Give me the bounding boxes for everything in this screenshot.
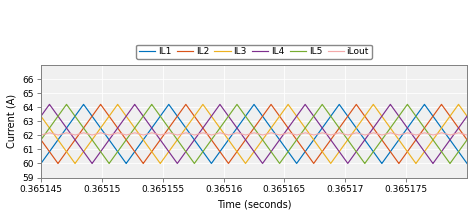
IL5 [309,118,315,120]
IL4 [430,162,436,165]
IL5 [464,138,470,141]
IL3 [192,114,198,116]
IL2 [60,156,65,159]
IL2 [38,138,44,141]
IL2 [290,134,296,136]
iLout [377,133,383,136]
IL5 [290,143,296,146]
Line: IL1: IL1 [41,104,467,164]
IL4 [60,121,65,124]
IL5 [38,138,44,141]
IL1 [464,162,470,165]
IL5 [64,103,69,106]
IL3 [60,145,65,147]
IL4 [377,118,383,121]
IL2 [464,138,470,141]
IL2 [309,159,315,162]
Line: IL2: IL2 [41,104,467,164]
IL3 [377,112,383,114]
IL2 [192,116,198,119]
IL3 [309,136,315,138]
IL1 [290,157,296,160]
IL1 [377,159,383,162]
iLout [464,134,470,136]
IL2 [55,162,61,165]
IL4 [192,137,198,140]
iLout [60,133,65,135]
IL1 [38,162,44,165]
IL4 [290,120,296,122]
IL3 [72,162,78,165]
IL4 [46,103,52,106]
Line: IL5: IL5 [41,104,467,164]
iLout [309,133,315,136]
IL5 [60,109,65,111]
IL5 [447,162,453,165]
Line: IL3: IL3 [41,104,467,164]
IL1 [354,127,360,130]
IL3 [464,115,470,118]
IL5 [377,141,383,144]
IL5 [192,161,198,164]
IL3 [38,115,44,118]
IL1 [421,103,427,106]
Line: IL4: IL4 [41,104,467,164]
IL5 [354,151,360,154]
Y-axis label: Current (A): Current (A) [7,94,17,148]
IL4 [354,149,360,152]
IL4 [38,115,44,118]
X-axis label: Time (seconds): Time (seconds) [217,199,291,209]
IL2 [354,104,360,106]
Line: iLout: iLout [41,133,467,135]
IL2 [438,103,444,106]
IL3 [354,126,360,129]
iLout [456,132,461,134]
Legend: IL1, IL2, IL3, IL4, IL5, iLout: IL1, IL2, IL3, IL4, IL5, iLout [137,45,372,59]
IL3 [456,103,461,106]
iLout [290,133,296,135]
iLout [354,132,360,134]
IL1 [60,132,65,135]
IL3 [290,110,296,113]
IL2 [377,135,383,138]
iLout [192,133,198,136]
IL1 [192,140,198,142]
IL4 [464,115,470,118]
IL4 [309,112,315,115]
iLout [38,134,44,136]
IL1 [309,141,315,144]
